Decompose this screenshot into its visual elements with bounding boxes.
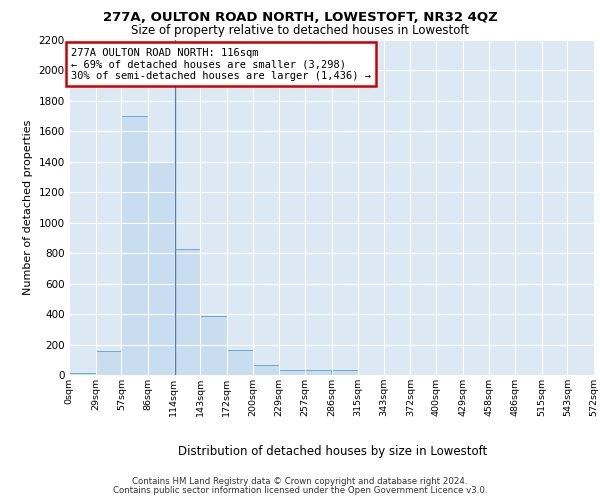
Bar — [69, 372, 95, 375]
Bar — [279, 370, 305, 375]
Bar — [95, 352, 121, 375]
Text: Contains public sector information licensed under the Open Government Licence v3: Contains public sector information licen… — [113, 486, 487, 495]
Text: 277A OULTON ROAD NORTH: 116sqm
← 69% of detached houses are smaller (3,298)
30% : 277A OULTON ROAD NORTH: 116sqm ← 69% of … — [71, 48, 371, 81]
Text: 277A, OULTON ROAD NORTH, LOWESTOFT, NR32 4QZ: 277A, OULTON ROAD NORTH, LOWESTOFT, NR32… — [103, 11, 497, 24]
Bar — [331, 370, 358, 375]
Text: Contains HM Land Registry data © Crown copyright and database right 2024.: Contains HM Land Registry data © Crown c… — [132, 477, 468, 486]
Bar — [173, 248, 200, 375]
Bar — [227, 350, 253, 375]
Y-axis label: Number of detached properties: Number of detached properties — [23, 120, 33, 295]
Bar — [305, 370, 331, 375]
Bar — [253, 365, 279, 375]
Bar — [148, 162, 173, 375]
Bar — [121, 116, 148, 375]
Text: Size of property relative to detached houses in Lowestoft: Size of property relative to detached ho… — [131, 24, 469, 37]
Bar — [200, 316, 227, 375]
Text: Distribution of detached houses by size in Lowestoft: Distribution of detached houses by size … — [178, 444, 488, 458]
